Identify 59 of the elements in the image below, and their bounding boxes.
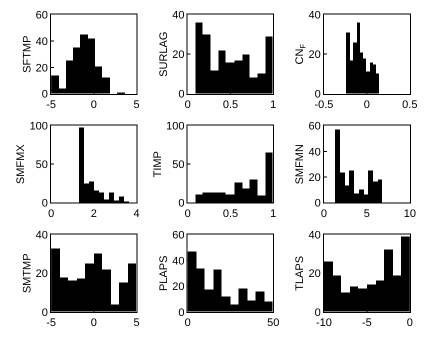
y-tick-label: 60 <box>308 120 321 133</box>
x-tick-label: 0 <box>90 99 97 112</box>
y-tick-label: 60 <box>172 229 185 242</box>
x-tick-label: 5 <box>134 317 140 330</box>
y-tick-label: 0 <box>42 198 48 210</box>
y-tick-label: 100 <box>166 120 185 133</box>
y-tick-label: 50 <box>172 159 185 172</box>
y-tick-label: 20 <box>36 268 48 280</box>
x-tick-label: 4 <box>134 208 140 220</box>
y-tick-label: 0 <box>42 306 48 319</box>
x-tick-label: 0.5 <box>222 99 238 112</box>
y-tick-label: 0 <box>314 306 321 319</box>
y-tick-label: 20 <box>172 281 185 294</box>
x-tick-label: 1 <box>270 208 276 220</box>
x-tick-label: 0 <box>406 317 413 330</box>
y-tick-label: 20 <box>172 49 185 62</box>
y-tick-label: 60 <box>36 9 48 22</box>
y-axis-title: TLAPS <box>294 256 306 291</box>
y-axis-title: SMFMX <box>15 144 28 184</box>
x-tick-label: -0.5 <box>314 99 334 112</box>
y-tick-label: 0 <box>314 88 321 101</box>
y-tick-label: 40 <box>308 146 321 158</box>
x-tick-label: 2 <box>90 208 97 220</box>
y-tick-label: 40 <box>308 9 321 22</box>
x-tick-label: 50 <box>267 317 280 330</box>
y-tick-label: 0 <box>42 88 48 101</box>
x-tick-label: 0.5 <box>222 208 238 220</box>
y-tick-label: 40 <box>172 9 185 22</box>
y-tick-label: 40 <box>36 36 48 48</box>
x-tick-label: -10 <box>316 317 332 330</box>
x-tick-label: 10 <box>404 208 416 220</box>
x-tick-label: -5 <box>46 317 56 330</box>
y-axis-title: TIMP <box>152 151 164 178</box>
y-tick-label: 0 <box>178 88 185 101</box>
x-tick-label: 5 <box>134 99 140 112</box>
y-tick-label: 0 <box>178 306 185 319</box>
y-axis-title: SMFMN <box>294 144 306 184</box>
x-tick-label: -5 <box>362 317 372 330</box>
x-tick-label: 5 <box>364 208 370 220</box>
y-tick-label: 40 <box>36 229 48 242</box>
y-tick-label: 20 <box>308 268 321 280</box>
x-tick-label: 0 <box>90 317 97 330</box>
y-tick-label: 0 <box>178 198 185 210</box>
x-tick-label: 0 <box>364 99 370 112</box>
x-tick-label: -5 <box>46 99 56 112</box>
y-axis-title: SMTMP <box>21 253 34 294</box>
x-tick-label: 0.5 <box>402 99 418 112</box>
y-tick-label: 0 <box>314 198 321 210</box>
y-axis-title: SFTMP <box>21 36 34 73</box>
y-tick-label: 20 <box>308 172 321 184</box>
y-tick-label: 40 <box>308 229 321 242</box>
x-tick-label: 1 <box>270 99 276 112</box>
y-tick-label: 20 <box>308 49 321 62</box>
y-tick-label: 40 <box>172 255 185 268</box>
y-tick-label: 20 <box>36 62 48 74</box>
y-tick-label: 100 <box>30 120 48 133</box>
y-axis-title: PLAPS <box>158 256 170 292</box>
y-axis-title: SURLAG <box>158 32 170 77</box>
y-tick-label: 50 <box>36 159 48 172</box>
